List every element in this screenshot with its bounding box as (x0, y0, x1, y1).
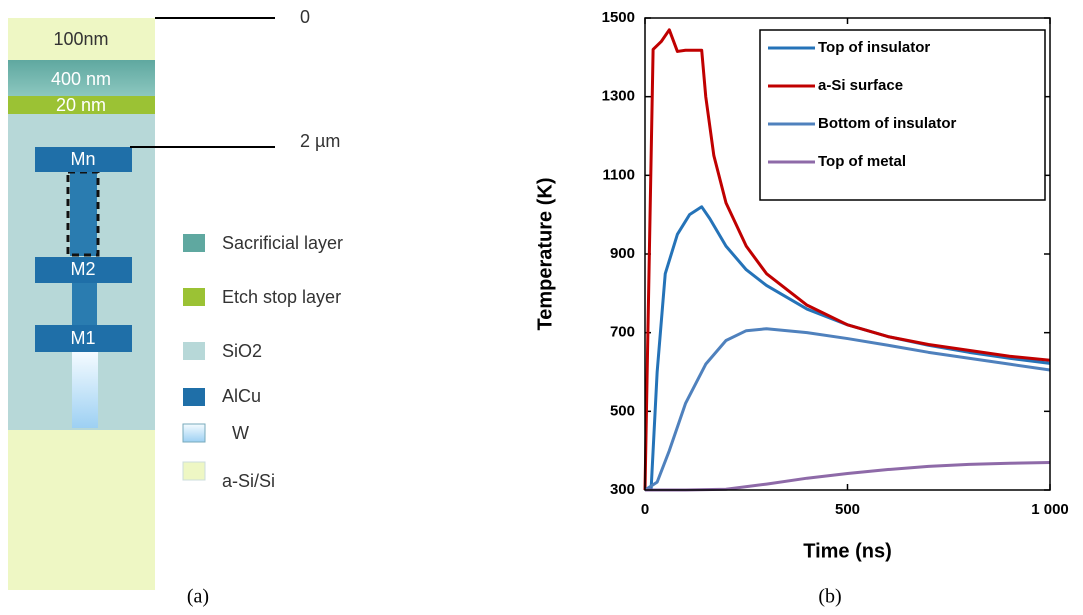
series-line (645, 205, 1051, 492)
y-tick-label: 1300 (602, 88, 635, 105)
layer-label: 20 nm (56, 95, 106, 115)
series-line (644, 327, 1051, 492)
series-line (643, 28, 1051, 491)
y-tick-label: 900 (610, 245, 635, 262)
x-tick-label: 0 (641, 501, 649, 518)
legend-swatch (183, 234, 205, 252)
layer-label: 400 nm (51, 69, 111, 89)
legend-label: Bottom of insulator (818, 115, 956, 132)
via (72, 283, 97, 325)
metal-mn (35, 147, 132, 172)
legend-label: a-Si surface (818, 77, 903, 94)
legend-label: Top of insulator (818, 39, 930, 56)
metal-label: M2 (70, 259, 95, 279)
metal-m2 (35, 257, 132, 283)
marker-label: 2 µm (300, 131, 340, 151)
y-tick-label: 300 (610, 481, 635, 498)
metal-label: Mn (70, 149, 95, 169)
plot-frame (644, 17, 1051, 491)
y-tick-label: 700 (610, 324, 635, 341)
y-axis-label: Temperature (K) (534, 178, 556, 331)
stack-diagram: 100nm 400 nm 20 nm Mn M2 M1 0 2 µm Sacri… (8, 7, 343, 590)
legend-swatch (183, 288, 205, 306)
x-tick-label: 1 000 (1031, 501, 1069, 518)
chart: 300 500 700 900 1100 1300 1500 0 500 1 000 Time (n… (534, 9, 1068, 562)
legend-label: Sacrificial layer (222, 233, 343, 253)
legend-label: SiO2 (222, 341, 262, 361)
legend-label: Etch stop layer (222, 287, 341, 307)
marker-label: 0 (300, 7, 310, 27)
asi-top-layer (8, 18, 155, 60)
y-tick-label: 1500 (602, 9, 635, 26)
w-plug (72, 352, 98, 428)
sacrificial-layer (8, 60, 155, 96)
caption: (a) (187, 586, 209, 608)
legend-swatch (183, 388, 205, 406)
x-axis-label: Time (ns) (803, 540, 892, 562)
x-tick-label: 500 (835, 501, 860, 518)
legend-swatch (182, 461, 206, 481)
legend-label: Top of metal (818, 153, 906, 170)
legend-label: AlCu (222, 386, 261, 406)
via (70, 172, 97, 256)
caption: (b) (818, 586, 841, 608)
layer-label: 100nm (53, 29, 108, 49)
metal-label: M1 (70, 328, 95, 348)
legend-swatch (182, 423, 206, 443)
y-tick-label: 500 (610, 402, 635, 419)
legend-label: W (232, 423, 249, 443)
legend-swatch (183, 342, 205, 360)
asi-substrate (8, 430, 155, 590)
legend-label: a-Si/Si (222, 471, 275, 491)
etch-stop-layer (8, 96, 155, 114)
metal-m1 (35, 325, 132, 352)
legend-box (759, 29, 1046, 201)
y-tick-label: 1100 (602, 166, 635, 183)
